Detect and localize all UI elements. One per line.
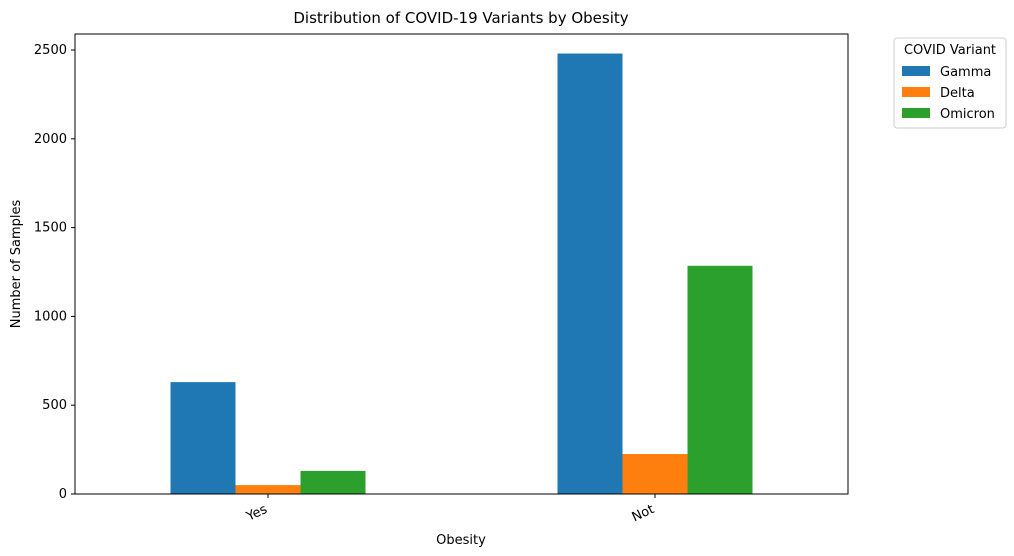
y-tick-label: 1500 xyxy=(34,221,67,236)
legend-frame xyxy=(893,37,1007,129)
chart-title: Distribution of COVID-19 Variants by Obe… xyxy=(293,9,628,27)
plot-area xyxy=(74,33,849,495)
y-tick-label: 2500 xyxy=(34,43,67,58)
legend-label-delta: Delta xyxy=(940,86,975,101)
bar-omicron-yes xyxy=(300,470,366,494)
legend: COVID Variant Gamma Delta Omicron xyxy=(893,37,1007,129)
x-tick-label: Yes xyxy=(243,502,269,525)
x-axis-label: Obesity xyxy=(436,533,486,548)
y-axis-label: Number of Samples xyxy=(9,200,24,329)
legend-swatch-delta xyxy=(902,87,930,97)
x-tick-label: Not xyxy=(630,502,657,525)
bar-omicron-not xyxy=(687,265,753,494)
legend-swatch-gamma xyxy=(902,66,930,76)
bar-gamma-yes xyxy=(170,382,236,494)
legend-label-omicron: Omicron xyxy=(940,107,995,122)
bar-delta-not xyxy=(622,454,688,494)
y-axis: 0 500 1000 1500 2000 2500 xyxy=(34,43,75,502)
legend-items: Gamma Delta Omicron xyxy=(902,65,995,122)
legend-swatch-omicron xyxy=(902,108,930,118)
bar-gamma-not xyxy=(557,53,623,494)
legend-title: COVID Variant xyxy=(904,43,996,58)
legend-label-gamma: Gamma xyxy=(940,65,991,80)
plot-frame xyxy=(74,33,849,495)
y-tick-label: 0 xyxy=(59,487,67,502)
y-tick-label: 2000 xyxy=(34,132,67,147)
bars xyxy=(170,53,753,494)
bar-delta-yes xyxy=(235,485,301,494)
x-axis: Yes Not xyxy=(243,494,657,525)
y-tick-label: 500 xyxy=(42,398,67,413)
y-tick-label: 1000 xyxy=(34,309,67,324)
